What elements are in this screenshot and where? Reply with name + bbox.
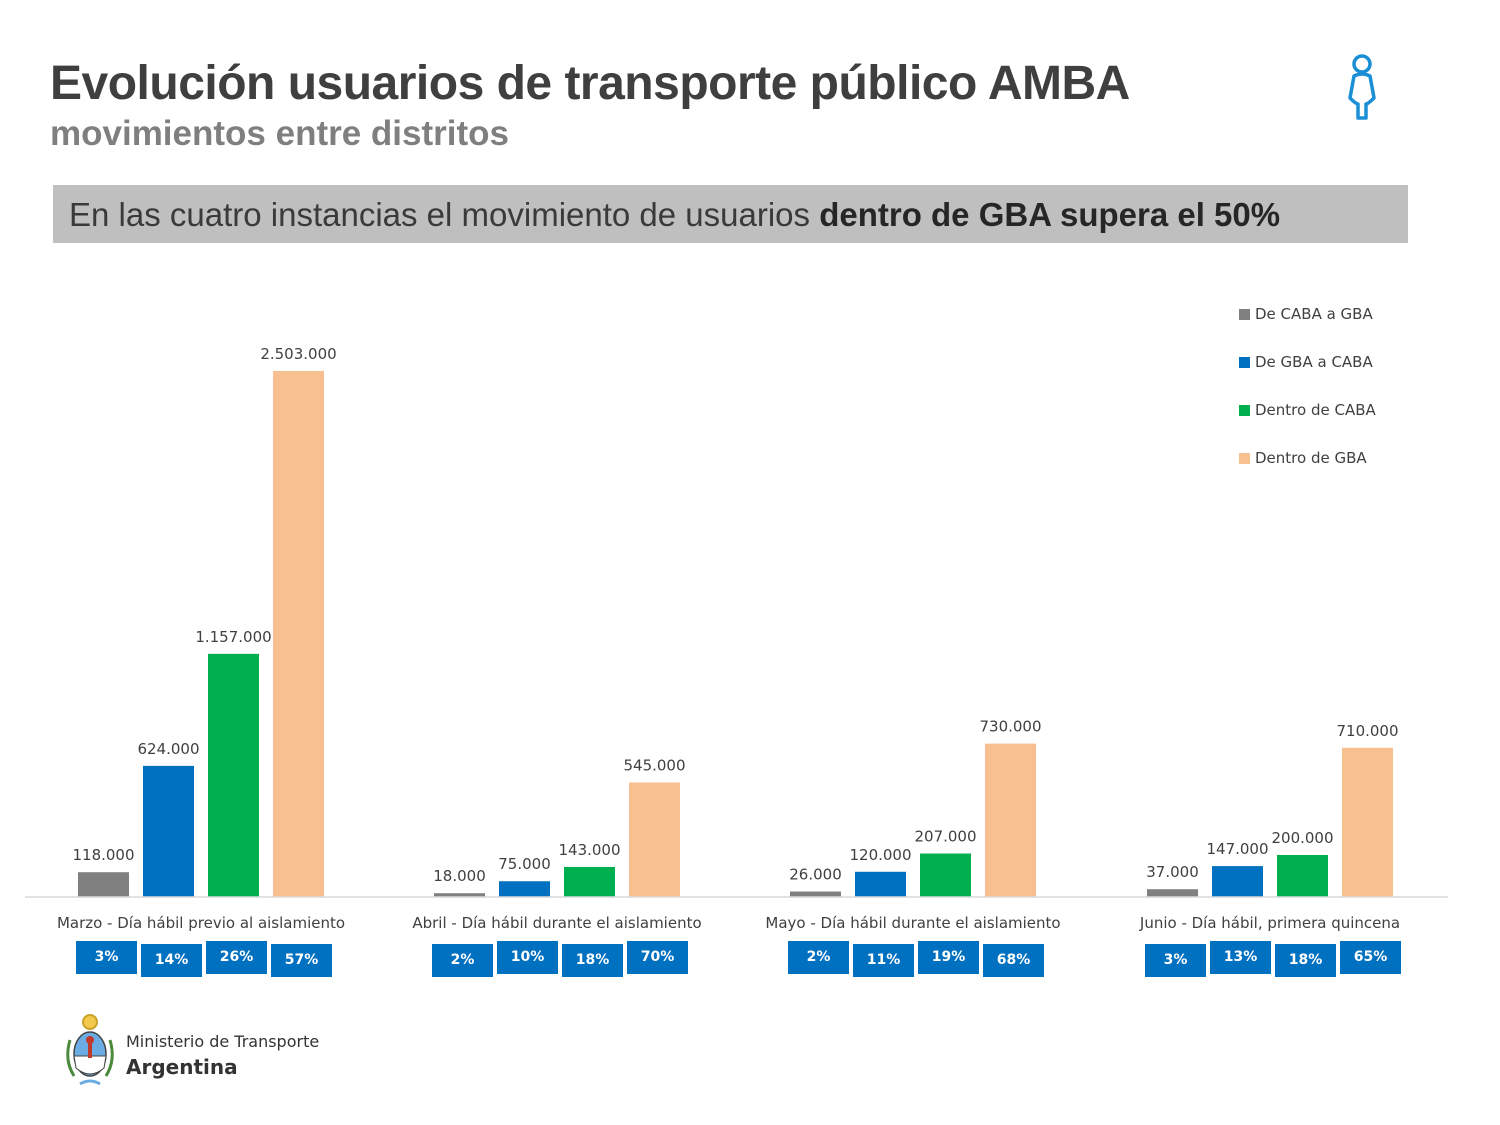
legend-label: Dentro de CABA [1255,401,1376,419]
bar [208,653,259,897]
bar [143,765,194,897]
data-label: 26.000 [789,866,842,884]
category-label: Abril - Día hábil durante el aislamiento [412,914,701,932]
bar [1147,889,1198,897]
share-badge: 2% [432,944,493,977]
bar [629,782,680,897]
data-label: 730.000 [979,718,1041,736]
share-badge: 57% [271,944,332,977]
person-icon [1348,54,1376,120]
bar [273,371,324,897]
data-label: 545.000 [623,756,685,774]
data-label: 75.000 [498,855,551,873]
share-badge: 3% [1145,944,1206,977]
data-label: 200.000 [1271,829,1333,847]
legend-label: Dentro de GBA [1255,449,1367,467]
data-label: 624.000 [137,740,199,758]
legend-swatch [1239,357,1250,368]
data-label: 147.000 [1206,840,1268,858]
share-badge: 18% [562,944,623,977]
bar [985,743,1036,897]
category-labels-layer: Marzo - Día hábil previo al aislamiento A… [57,914,1400,932]
data-label: 18.000 [433,867,486,885]
bar [920,853,971,897]
share-badge: 11% [853,944,914,977]
legend-label: De GBA a CABA [1255,353,1373,371]
data-label: 1.157.000 [195,628,271,646]
legend-swatch [1239,453,1250,464]
share-badge: 18% [1275,944,1336,977]
data-label: 120.000 [849,846,911,864]
banner-text-bold: dentro de GBA supera el 50% [819,196,1281,233]
bar [855,871,906,897]
share-badge: 65% [1340,941,1401,974]
data-label: 710.000 [1336,722,1398,740]
coat-of-arms-icon [66,1014,114,1086]
bar [1212,866,1263,897]
category-label: Junio - Día hábil, primera quincena [1139,914,1400,932]
bar [1277,854,1328,897]
share-badge: 70% [627,941,688,974]
page-title: Evolución usuarios de transporte público… [50,57,1130,110]
share-badge: 14% [141,944,202,977]
legend-swatch [1239,405,1250,416]
bar [78,872,129,897]
key-message-banner: En las cuatro instancias el movimiento d… [53,185,1408,243]
data-label: 207.000 [914,827,976,845]
bar [434,893,485,897]
share-badge: 13% [1210,941,1271,974]
data-label: 118.000 [72,846,134,864]
share-badge: 10% [497,941,558,974]
bars-layer [78,371,1393,897]
legend: De CABA a GBA De GBA a CABA Dentro de CABA… [1239,305,1376,467]
ministry-name: Ministerio de Transporte [126,1032,320,1051]
value-labels-layer: 118.000 624.000 1.157.000 2.503.000 18.000 75… [72,345,1398,885]
data-label: 2.503.000 [260,345,336,363]
legend-label: De CABA a GBA [1255,305,1373,323]
share-badge: 68% [983,944,1044,977]
category-label: Marzo - Día hábil previo al aislamiento [57,914,345,932]
category-label: Mayo - Día hábil durante el aislamiento [765,914,1060,932]
bar [790,891,841,897]
legend-swatch [1239,309,1250,320]
bar [564,866,615,897]
share-badge: 26% [206,941,267,974]
share-badge: 2% [788,941,849,974]
share-badge: 3% [76,941,137,974]
bar [499,881,550,897]
country-name: Argentina [126,1055,238,1079]
bar [1342,747,1393,897]
data-label: 143.000 [558,841,620,859]
share-badge: 19% [918,941,979,974]
data-label: 37.000 [1146,863,1199,881]
page-subtitle: movimientos entre distritos [50,114,509,153]
banner-text-regular: En las cuatro instancias el movimiento d… [69,196,820,233]
